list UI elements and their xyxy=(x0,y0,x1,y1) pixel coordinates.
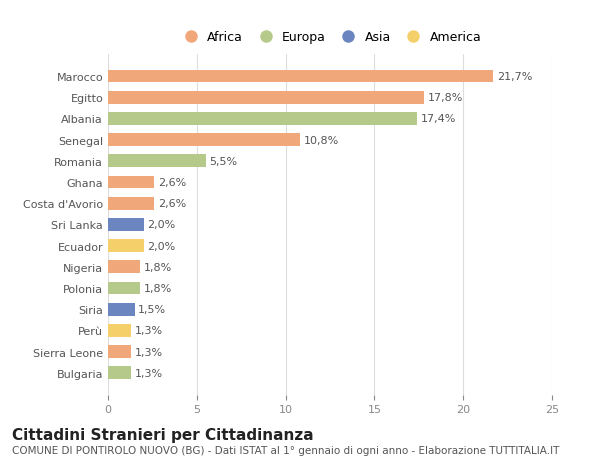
Text: 10,8%: 10,8% xyxy=(304,135,338,146)
Text: Cittadini Stranieri per Cittadinanza: Cittadini Stranieri per Cittadinanza xyxy=(12,427,314,442)
Text: 17,4%: 17,4% xyxy=(421,114,456,124)
Bar xyxy=(108,325,131,337)
Bar xyxy=(108,346,131,358)
Text: 2,6%: 2,6% xyxy=(158,178,186,188)
Bar xyxy=(108,197,154,210)
Text: 2,0%: 2,0% xyxy=(147,241,175,251)
Text: COMUNE DI PONTIROLO NUOVO (BG) - Dati ISTAT al 1° gennaio di ogni anno - Elabora: COMUNE DI PONTIROLO NUOVO (BG) - Dati IS… xyxy=(12,445,559,455)
Bar xyxy=(108,240,143,252)
Text: 1,3%: 1,3% xyxy=(134,368,163,378)
Text: 17,8%: 17,8% xyxy=(428,93,463,103)
Legend: Africa, Europa, Asia, America: Africa, Europa, Asia, America xyxy=(175,28,485,48)
Bar xyxy=(108,303,134,316)
Bar xyxy=(108,367,131,379)
Text: 2,6%: 2,6% xyxy=(158,199,186,209)
Text: 1,5%: 1,5% xyxy=(138,304,166,314)
Text: 1,8%: 1,8% xyxy=(143,262,172,272)
Bar xyxy=(108,218,143,231)
Bar xyxy=(108,155,206,168)
Text: 1,8%: 1,8% xyxy=(143,283,172,293)
Bar xyxy=(108,134,300,147)
Bar xyxy=(108,92,424,104)
Text: 2,0%: 2,0% xyxy=(147,220,175,230)
Text: 21,7%: 21,7% xyxy=(497,72,532,82)
Bar xyxy=(108,261,140,274)
Bar xyxy=(108,71,493,83)
Bar xyxy=(108,113,417,125)
Text: 1,3%: 1,3% xyxy=(134,326,163,336)
Text: 1,3%: 1,3% xyxy=(134,347,163,357)
Bar xyxy=(108,176,154,189)
Bar xyxy=(108,282,140,295)
Text: 5,5%: 5,5% xyxy=(209,157,238,167)
